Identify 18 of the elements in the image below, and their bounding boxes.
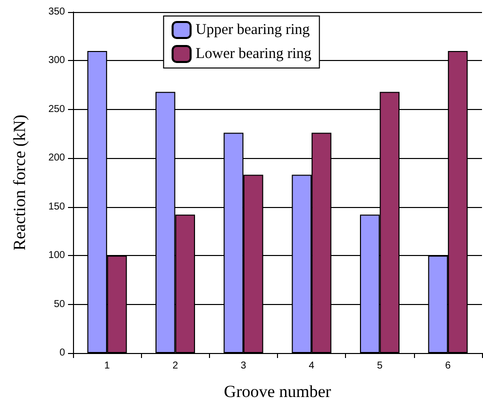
y-tick-label: 50 xyxy=(54,298,66,310)
legend-label: Upper bearing ring xyxy=(196,22,310,38)
x-tick-label: 5 xyxy=(376,360,383,372)
x-axis-title: Groove number xyxy=(224,382,332,401)
x-tick-label: 2 xyxy=(172,360,178,372)
x-tick-label: 1 xyxy=(104,360,110,372)
x-tick-label: 6 xyxy=(445,360,452,372)
x-tick-label: 3 xyxy=(240,360,247,372)
y-tick-label: 150 xyxy=(48,201,66,212)
x-tick-label: 4 xyxy=(308,360,315,372)
y-tick-label: 300 xyxy=(48,55,66,66)
y-tick-label: 0 xyxy=(59,348,66,358)
y-tick-label: 350 xyxy=(48,6,66,18)
y-tick-label: 250 xyxy=(48,104,66,115)
y-tick-label: 100 xyxy=(48,250,66,262)
y-axis-title: Reaction force (kN) xyxy=(10,114,29,250)
legend-label: Lower bearing ring xyxy=(196,46,312,62)
y-tick-label: 200 xyxy=(48,152,66,164)
